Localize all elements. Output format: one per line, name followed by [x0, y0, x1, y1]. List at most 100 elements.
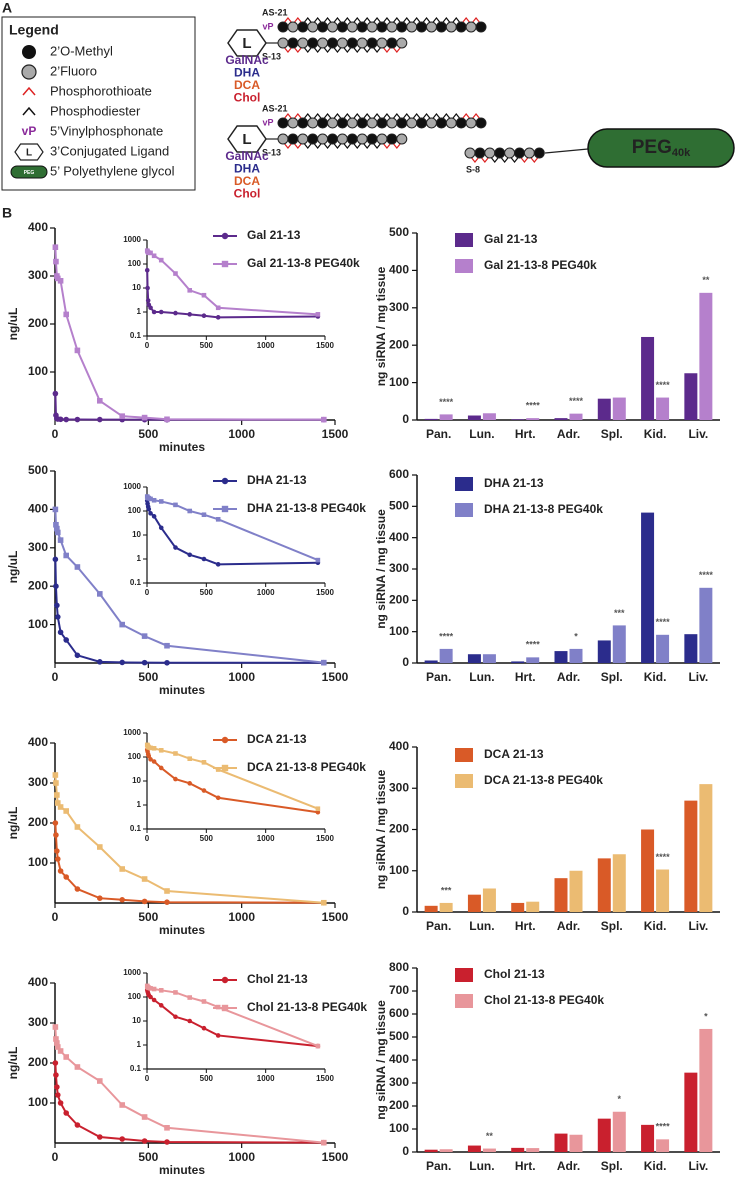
linkage: [382, 142, 392, 149]
x-tick-label: 1000: [228, 1150, 255, 1164]
inset-y-tick-label: 0.1: [130, 824, 142, 833]
marker: [63, 1110, 69, 1116]
nucleotide: [376, 133, 388, 145]
nucleotide: [327, 133, 338, 145]
linkage: [362, 46, 372, 53]
nucleotide: [366, 117, 378, 129]
marker: [63, 1054, 69, 1060]
legend-icon: [14, 143, 44, 161]
marker: [144, 267, 150, 273]
legend-label: Gal 21-13-8 PEG40k: [247, 256, 360, 270]
peg-label: PEG40k: [632, 137, 691, 159]
legend-title: Legend: [9, 22, 59, 38]
linkage: [362, 142, 372, 149]
marker: [151, 746, 157, 751]
marker: [201, 556, 207, 562]
x-tick-label: 1000: [228, 910, 255, 924]
y-tick-label: 200: [28, 316, 48, 330]
x-tick-label: Pan.: [426, 919, 451, 933]
x-tick-label: Pan.: [426, 427, 451, 441]
linkage: [392, 46, 402, 53]
nucleotide: [336, 117, 348, 129]
x-tick-label: Lun.: [469, 427, 494, 441]
inset-x-tick-label: 500: [200, 834, 214, 843]
legend-swatch: [455, 968, 473, 982]
marker: [173, 545, 178, 550]
y-tick-label: 500: [389, 225, 409, 239]
y-tick-label: 500: [389, 1029, 409, 1043]
linkage: [293, 113, 303, 120]
linkage: [352, 17, 362, 24]
ligand-label: L: [242, 131, 251, 148]
linkage: [510, 156, 520, 163]
nucleotide: [386, 21, 398, 33]
marker: [53, 1072, 59, 1078]
marker: [97, 398, 103, 404]
linkage: [283, 17, 293, 24]
y-tick-label: 400: [28, 735, 48, 749]
inset-x-tick-label: 1500: [316, 588, 334, 597]
x-tick-label: Hrt.: [515, 427, 536, 441]
marker: [315, 1043, 321, 1049]
marker: [187, 552, 193, 558]
linkage: [323, 17, 333, 24]
strand-label: AS-21: [262, 7, 288, 17]
line: [54, 559, 324, 664]
bar: [467, 415, 481, 420]
marker: [57, 537, 64, 543]
nucleotide: [494, 147, 506, 159]
y-tick-label: 0: [402, 655, 409, 669]
marker: [173, 751, 178, 756]
x-tick-label: Liv.: [688, 919, 708, 933]
nucleotide: [376, 117, 388, 129]
y-tick-label: 300: [389, 780, 409, 794]
marker: [221, 477, 229, 485]
bar: [424, 660, 438, 663]
strand-label: S-13: [262, 147, 281, 157]
bar: [526, 1148, 540, 1152]
legend-icon-text: vP: [22, 124, 37, 138]
legend-label: 2’O-Methyl: [50, 43, 113, 58]
inset-y-tick-label: 100: [128, 992, 142, 1001]
significance: ****: [526, 640, 541, 650]
nucleotide: [396, 117, 408, 129]
marker: [97, 895, 103, 901]
legend-label: DHA 21-13-8 PEG40k: [484, 502, 603, 516]
linkage: [352, 142, 362, 149]
legend-label: Gal 21-13-8 PEG40k: [484, 258, 597, 272]
bar: [467, 1145, 481, 1152]
legend-swatch: [455, 477, 473, 491]
nucleotide: [396, 133, 408, 145]
x-tick-label: 0: [52, 910, 59, 924]
marker: [201, 760, 207, 765]
linkage: [529, 156, 539, 163]
x-tick-label: 0: [52, 670, 59, 684]
marker: [55, 614, 61, 620]
linkage: [332, 46, 342, 53]
linkage: [362, 113, 372, 120]
linkage: [402, 113, 412, 120]
marker: [63, 874, 69, 880]
significance: ***: [614, 608, 625, 618]
nucleotide: [455, 21, 467, 33]
x-tick-label: Pan.: [426, 670, 451, 684]
bar: [554, 1133, 568, 1152]
marker: [164, 642, 170, 649]
significance: ****: [699, 570, 714, 580]
marker: [201, 1025, 207, 1031]
bar: [656, 869, 670, 912]
y-axis-label: ng siRNA / mg tissue: [374, 769, 388, 889]
line: [54, 393, 324, 421]
y-axis-label: ng/uL: [6, 807, 20, 840]
marker: [74, 886, 81, 892]
nucleotide: [426, 117, 437, 129]
nucleotide: [366, 37, 378, 49]
nucleotide: [317, 133, 329, 145]
marker: [119, 866, 125, 872]
nucleotide: [346, 133, 358, 145]
marker: [55, 1092, 61, 1098]
bar: [439, 1149, 453, 1152]
linkage: [342, 113, 352, 120]
marker: [164, 1139, 170, 1145]
